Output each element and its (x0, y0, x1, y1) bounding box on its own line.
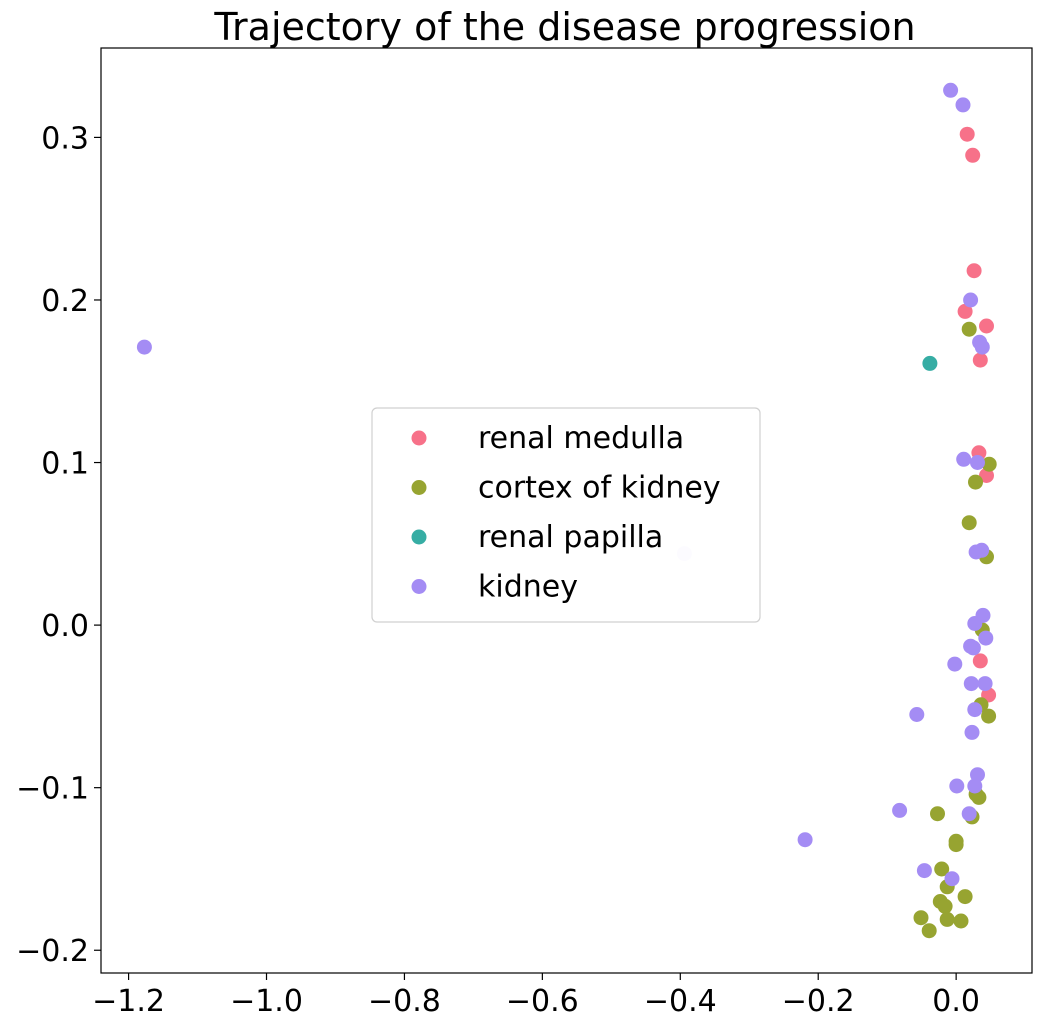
data-point-1-13 (948, 837, 964, 853)
x-tick-label: −0.8 (368, 984, 441, 1019)
data-point-3-14 (965, 640, 981, 656)
plot-frame (100, 47, 1033, 974)
y-tick-label: 0.3 (41, 121, 89, 156)
x-tick-label: −1.0 (230, 984, 303, 1019)
legend-label: renal medulla (478, 421, 684, 456)
data-point-1-2 (968, 474, 983, 490)
legend-marker (411, 579, 427, 594)
data-point-3-23 (949, 778, 965, 794)
data-point-1-1 (981, 456, 997, 472)
x-tick-label: 0.0 (932, 984, 980, 1019)
x-tick-label: −0.4 (644, 984, 717, 1019)
data-point-3-6 (956, 451, 972, 467)
data-point-1-16 (957, 889, 973, 905)
data-point-3-22 (967, 778, 983, 794)
data-point-3-18 (909, 707, 925, 722)
legend-box (371, 407, 761, 623)
x-tick-label: −0.2 (782, 984, 855, 1019)
data-point-0-7 (979, 468, 994, 483)
data-point-3-0 (943, 82, 959, 98)
data-point-2-0 (922, 355, 938, 371)
legend-marker (411, 529, 427, 545)
data-point-0-3 (957, 303, 973, 319)
data-point-1-18 (937, 898, 953, 914)
legend: renal medulla cortex of kidney renal papil… (371, 407, 761, 623)
data-point-1-21 (953, 913, 969, 929)
data-point-1-9 (971, 789, 987, 805)
x-tick-label: −1.2 (92, 984, 165, 1019)
data-point-1-20 (939, 911, 955, 927)
data-point-3-4 (974, 339, 990, 355)
data-point-3-26 (797, 832, 813, 848)
data-point-1-14 (934, 861, 950, 877)
y-tick-label: 0.0 (41, 609, 89, 644)
legend-label: cortex of kidney (478, 471, 721, 506)
data-point-3-5 (136, 339, 152, 355)
data-point-3-24 (892, 802, 908, 818)
axes: −1.2 −1.0 −0.8 −0.6 −0.4 −0.2 0.0 0.3 0.2 0.1 0.0 −… (16, 121, 980, 1019)
legend-marker (411, 480, 427, 495)
data-point-1-22 (921, 923, 937, 939)
data-point-1-0 (961, 321, 977, 337)
x-tick-label: −0.6 (506, 984, 579, 1019)
data-point-3-16 (963, 676, 979, 692)
data-point-3-28 (916, 863, 932, 879)
data-point-3-1 (955, 97, 971, 113)
data-point-3-11 (967, 616, 983, 631)
data-point-0-1 (965, 147, 981, 163)
data-point-0-4 (979, 318, 994, 334)
data-point-3-21 (970, 767, 985, 783)
legend-marker (411, 430, 427, 446)
data-point-1-3 (961, 515, 977, 531)
legend-label: renal papilla (478, 520, 663, 555)
legend-label: kidney (478, 570, 578, 605)
data-point-0-5 (972, 352, 988, 368)
y-tick-label: −0.1 (16, 772, 89, 807)
data-point-0-8 (972, 653, 988, 669)
data-point-1-19 (913, 910, 929, 926)
data-point-1-7 (981, 708, 997, 724)
data-point-3-9 (974, 542, 990, 558)
data-point-3-12 (978, 630, 994, 646)
data-point-0-0 (959, 126, 975, 142)
y-tick-label: 0.1 (41, 447, 89, 482)
data-point-3-15 (947, 656, 963, 672)
data-point-3-19 (967, 702, 983, 718)
data-points (136, 82, 997, 939)
data-point-3-2 (963, 292, 979, 308)
data-point-1-11 (930, 806, 945, 822)
chart-title: Trajectory of the disease progression (213, 5, 915, 49)
y-tick-label: 0.2 (41, 284, 89, 319)
data-point-3-17 (977, 676, 993, 692)
data-point-3-25 (961, 806, 977, 822)
data-point-3-7 (970, 455, 985, 470)
data-point-0-2 (966, 263, 982, 279)
data-point-3-20 (964, 724, 980, 740)
data-point-3-27 (944, 871, 960, 887)
y-tick-label: −0.2 (16, 934, 89, 969)
